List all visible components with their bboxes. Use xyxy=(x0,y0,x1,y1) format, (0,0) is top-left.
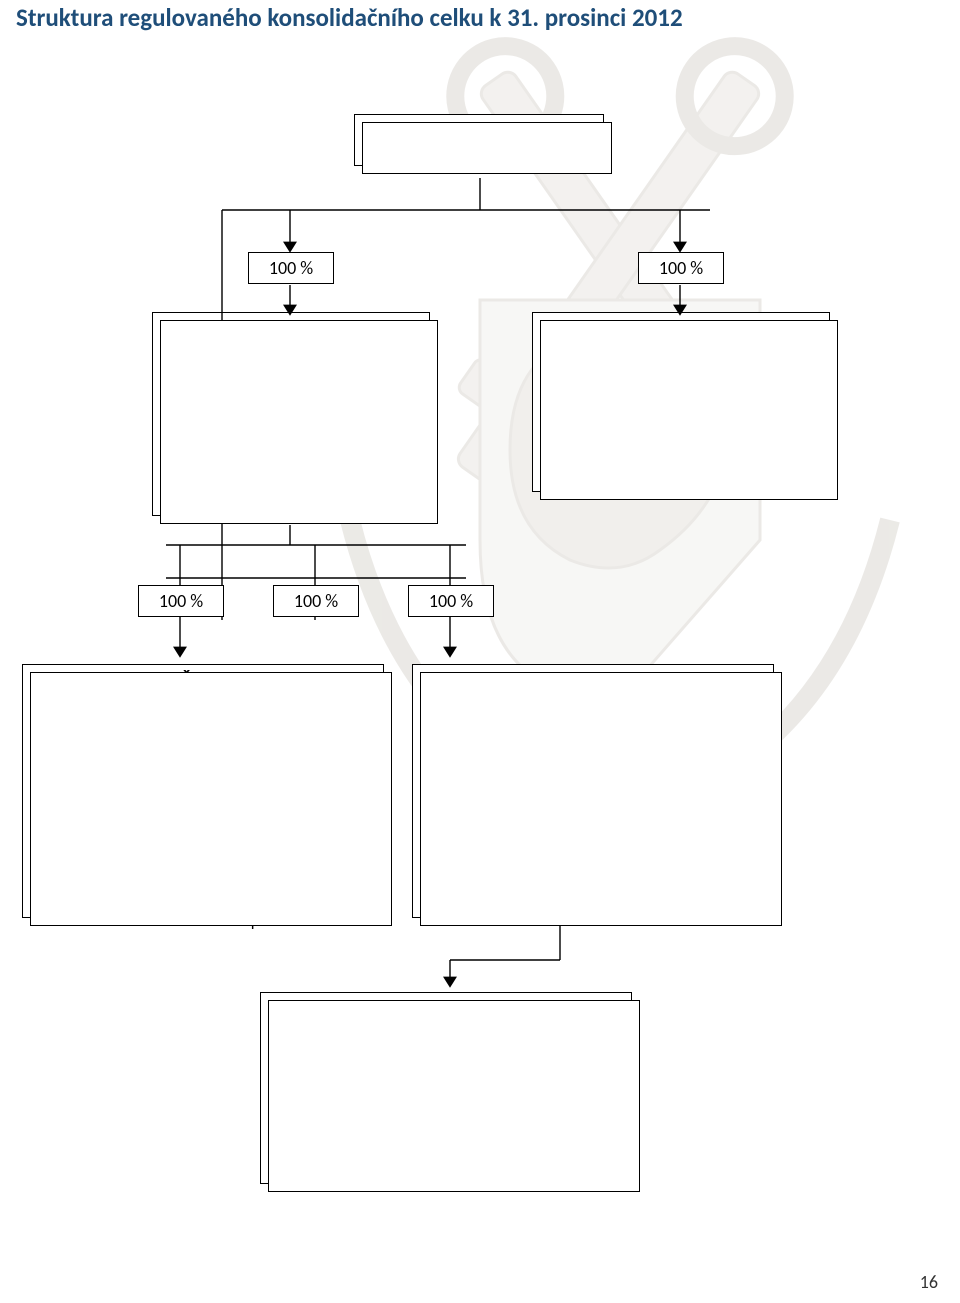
pct-label-ccrb: 100 % xyxy=(248,252,334,284)
page-number: 16 xyxy=(920,1271,938,1293)
node-root-back xyxy=(362,122,612,174)
page-title: Struktura regulovaného konsolidačního ce… xyxy=(16,2,683,33)
node-ccrb-back xyxy=(160,320,438,524)
pct-label-2-b: 100 % xyxy=(273,585,359,617)
node-vektra-back xyxy=(420,672,782,926)
node-erbank-back xyxy=(540,320,838,500)
pct-label-2-a: 100 % xyxy=(138,585,224,617)
pct-label-erbank: 100 % xyxy=(638,252,724,284)
node-pcrb-back xyxy=(30,672,392,926)
pct-label-2-c: 100 % xyxy=(408,585,494,617)
node-zpif-back xyxy=(268,1000,640,1192)
